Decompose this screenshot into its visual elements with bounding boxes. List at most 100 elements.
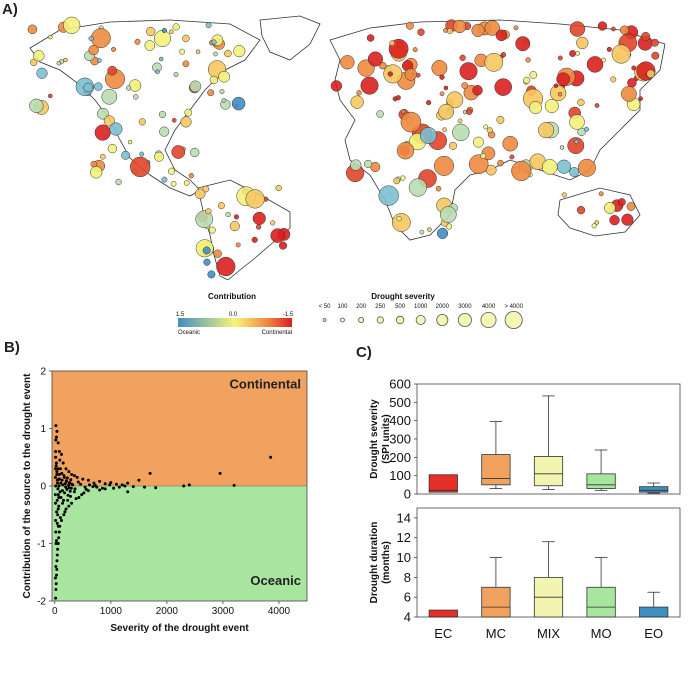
world-map <box>27 15 666 280</box>
y-axis-label: Drought severity(SPI units) <box>369 399 392 479</box>
severity-legend-title: Drought severity <box>371 292 435 301</box>
map-marker-148 <box>494 78 512 96</box>
scatter-point-118 <box>69 486 73 490</box>
contribution-tick-high: 1.5 <box>176 312 185 318</box>
map-marker-94 <box>94 124 111 141</box>
map-marker-190 <box>484 20 501 36</box>
y-tick-label-5: 14 <box>397 510 411 525</box>
scatter-point-30 <box>131 485 135 489</box>
scatter-point-42 <box>74 497 78 501</box>
scatter-point-111 <box>65 476 69 480</box>
map-marker-75 <box>97 107 109 120</box>
map-marker-41 <box>88 35 94 42</box>
map-marker-158 <box>650 38 659 47</box>
box-MO <box>586 586 616 618</box>
scatter-point-71 <box>57 496 61 499</box>
map-marker-79 <box>184 108 193 117</box>
scatter-point-51 <box>61 501 65 505</box>
map-marker-149 <box>638 96 643 101</box>
x-tick-label-1: 1000 <box>100 606 123 617</box>
severity-label-9: > 4000 <box>504 304 523 310</box>
map-marker-309 <box>436 227 449 239</box>
scatter-point-123 <box>54 501 57 505</box>
map-marker-221 <box>515 36 531 52</box>
scatter-point-40 <box>80 493 84 497</box>
map-marker-116 <box>194 188 206 200</box>
severity-legend-items: < 50 100 200 250 500 1000 2000 3000 4000 > 4000 <box>319 304 524 329</box>
scatter-point-85 <box>93 483 97 487</box>
scatter-point-17 <box>103 482 107 486</box>
scatter-point-109 <box>64 479 68 483</box>
scatter-point-41 <box>77 496 81 499</box>
map-marker-321 <box>617 198 626 207</box>
map-marker-182 <box>631 65 637 71</box>
map-marker-304 <box>391 213 411 232</box>
map-marker-266 <box>569 167 580 177</box>
map-marker-110 <box>270 220 276 226</box>
scatter-point-124 <box>54 450 58 453</box>
map-marker-127 <box>205 208 212 215</box>
scatter-point-55 <box>57 530 61 534</box>
map-marker-208 <box>529 71 538 79</box>
map-marker-222 <box>443 28 448 33</box>
map-marker-310 <box>408 178 427 197</box>
scatter-point-129 <box>54 542 58 545</box>
map-marker-249 <box>472 136 484 148</box>
map-marker-11 <box>233 45 246 58</box>
map-marker-231 <box>340 55 355 70</box>
scatter-point-57 <box>56 542 60 545</box>
scatter-point-82 <box>83 485 87 489</box>
map-marker-103 <box>217 202 225 210</box>
map-marker-219 <box>366 34 375 42</box>
scatter-point-10 <box>70 473 74 476</box>
contribution-colorbar <box>178 318 292 327</box>
map-marker-38 <box>205 22 212 29</box>
map-marker-180 <box>553 83 559 88</box>
map-marker-281 <box>350 159 362 171</box>
box-EO <box>639 486 669 493</box>
map-marker-212 <box>367 51 383 67</box>
scatter-point-103 <box>61 483 65 487</box>
map-marker-320 <box>591 223 597 229</box>
scatter-point-110 <box>65 487 69 491</box>
map-marker-117 <box>202 185 210 193</box>
map-marker-169 <box>641 31 651 42</box>
map-marker-305 <box>396 215 402 222</box>
map-marker-65 <box>158 56 164 62</box>
map-marker-287 <box>496 115 505 124</box>
scatter-point-28 <box>182 484 186 488</box>
scatter-point-127 <box>54 438 58 442</box>
australia-landmass <box>557 187 641 237</box>
map-marker-184 <box>569 21 586 37</box>
severity-label-4: 500 <box>395 304 406 310</box>
map-marker-225 <box>452 19 467 34</box>
y-axis-label-line-0: Drought duration <box>369 522 380 604</box>
map-marker-302 <box>427 227 432 232</box>
map-marker-238 <box>483 124 489 130</box>
map-marker-239 <box>509 154 515 160</box>
scatter-point-3 <box>56 441 60 445</box>
map-marker-242 <box>486 127 493 134</box>
map-marker-141 <box>606 46 612 52</box>
contribution-legend-title: Contribution <box>208 292 256 301</box>
y-tick-label-3: 10 <box>397 550 411 565</box>
map-marker-198 <box>646 69 655 79</box>
map-marker-44 <box>231 96 246 111</box>
map-marker-96 <box>107 143 118 154</box>
map-marker-181 <box>601 57 607 63</box>
scatter-point-6 <box>58 458 62 462</box>
map-marker-323 <box>604 202 616 214</box>
map-marker-85 <box>103 115 115 127</box>
map-marker-230 <box>387 71 393 77</box>
box-MC <box>481 454 511 486</box>
map-marker-316 <box>598 191 604 197</box>
map-marker-226 <box>611 44 631 64</box>
scatter-point-121 <box>53 493 57 497</box>
map-marker-91 <box>90 166 103 179</box>
scatter-point-105 <box>62 474 66 478</box>
scatter-point-67 <box>54 565 58 568</box>
contribution-tick-mid: 0.0 <box>229 312 238 318</box>
map-marker-319 <box>626 202 636 211</box>
map-marker-273 <box>468 154 489 174</box>
map-marker-88 <box>154 151 164 162</box>
